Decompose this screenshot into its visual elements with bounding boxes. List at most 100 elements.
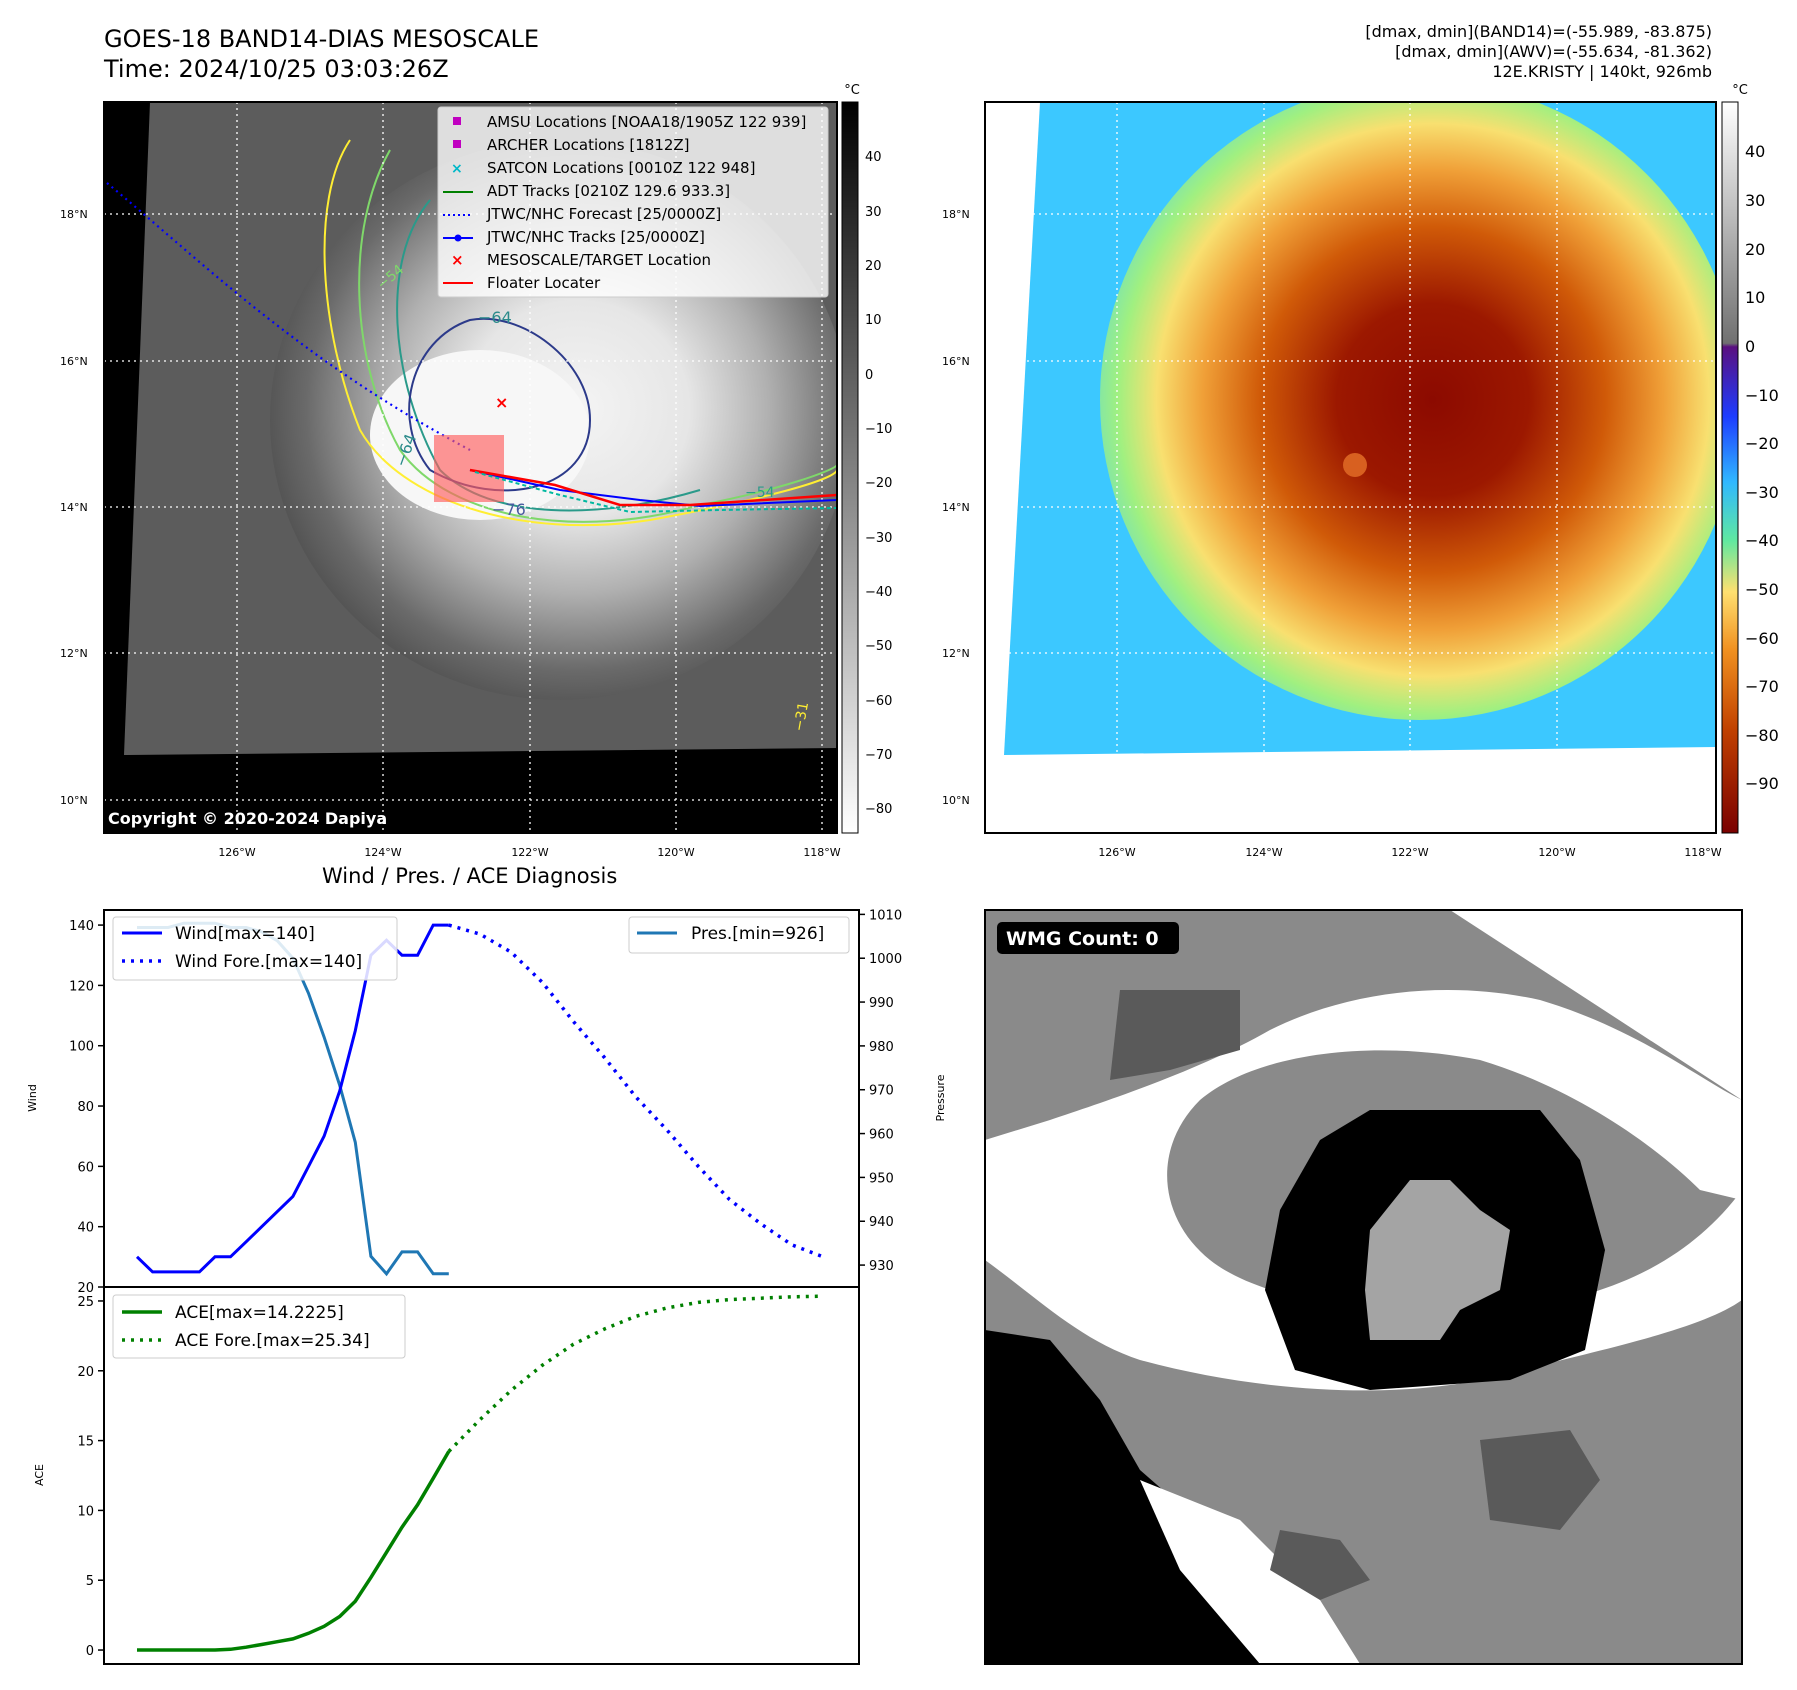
cbar-tick: −70	[1745, 677, 1779, 696]
axis-tick-label: 1010	[869, 908, 902, 923]
wmg-panel: WMG Count: 0	[984, 909, 1743, 1665]
lat-label: 12°N	[942, 647, 970, 660]
cbar-tick: −10	[865, 422, 892, 437]
cbar-tick: −20	[1745, 434, 1779, 453]
wind-legend-box	[112, 916, 398, 981]
lon-label: 120°W	[1538, 846, 1575, 859]
pressure-ticks: 930 940 950 960 970 980 990 1000 1010	[859, 908, 902, 1274]
awv-colorbar-unit: °C	[1732, 83, 1748, 98]
lon-label: 126°W	[1098, 846, 1135, 859]
cbar-tick: 20	[1745, 240, 1765, 259]
cbar-tick: −30	[865, 531, 892, 546]
awv-lat-labels: 18°N 16°N 14°N 12°N 10°N	[942, 208, 970, 807]
lon-label: 122°W	[1391, 846, 1428, 859]
lat-label: 10°N	[942, 794, 970, 807]
cbar-tick: 30	[865, 205, 882, 220]
legend-floater-label: Floater Locater	[487, 274, 601, 292]
legend-wind-fore-label: Wind Fore.[max=140]	[175, 952, 362, 972]
awv-lon-labels: 126°W 124°W 122°W 120°W 118°W	[1098, 846, 1721, 859]
axis-tick-label: 40	[77, 1221, 94, 1236]
awv-panel: 18°N 16°N 14°N 12°N 10°N 126°W 124°W 122…	[942, 83, 1779, 859]
wmg-dark-patch	[1270, 1530, 1370, 1600]
ir-legend-box	[437, 106, 829, 298]
ir-contour-green	[358, 149, 837, 523]
figure-title: GOES-18 BAND14-DIAS MESOSCALE Time: 2024…	[104, 24, 539, 84]
legend-tracks-dot	[454, 234, 462, 242]
ir-contour-label: −31	[791, 701, 812, 733]
axis-tick-label: 120	[69, 979, 94, 994]
ir-mesoscale-target-marker: ×	[495, 393, 508, 412]
axis-tick-label: 15	[77, 1435, 94, 1450]
lat-label: 12°N	[60, 647, 88, 660]
wind-ticks: 20 40 60 80 100 120 140	[69, 919, 104, 1296]
ir-contour-label: −64	[478, 308, 512, 327]
legend-target-marker: ×	[451, 251, 464, 269]
wmg-eye	[1365, 1180, 1510, 1340]
ir-lon-labels: 126°W 124°W 122°W 120°W 118°W	[218, 846, 840, 859]
axis-tick-label: 0	[86, 1644, 94, 1659]
cbar-tick: 40	[865, 150, 882, 165]
cbar-tick: 10	[1745, 288, 1765, 307]
cbar-tick: 10	[865, 313, 882, 328]
awv-storm	[1100, 102, 1716, 720]
cbar-tick: −60	[865, 694, 892, 709]
lat-label: 14°N	[60, 501, 88, 514]
cbar-tick: 0	[865, 368, 873, 383]
cbar-tick: −40	[865, 585, 892, 600]
ir-colorbar	[841, 101, 859, 834]
ir-frame	[103, 101, 838, 834]
ir-contour-label: −76	[492, 500, 526, 519]
awv-colorbar	[1721, 101, 1739, 834]
pressure-legend-box	[628, 916, 850, 954]
axis-tick-label: 930	[869, 1259, 894, 1274]
copyright-label: Copyright © 2020-2024 Dapiya	[108, 809, 387, 828]
legend-forecast-label: JTWC/NHC Forecast [25/0000Z]	[486, 205, 721, 223]
stats-block: [dmax, dmin](BAND14)=(-55.989, -83.875) …	[1365, 22, 1712, 82]
axis-tick-label: 10	[77, 1504, 94, 1519]
stats-awv: [dmax, dmin](AWV)=(-55.634, -81.362)	[1395, 42, 1712, 61]
legend-ace-label: ACE[max=14.2225]	[175, 1303, 344, 1323]
legend-satcon-marker: ×	[451, 161, 463, 177]
awv-frame	[984, 101, 1717, 834]
legend-pres-label: Pres.[min=926]	[691, 924, 824, 944]
cbar-tick: −30	[1745, 483, 1779, 502]
wmg-white-ring	[985, 910, 1742, 1391]
axis-tick-label: 60	[77, 1160, 94, 1175]
ir-forecast-track	[106, 182, 471, 451]
axis-tick-label: 990	[869, 996, 894, 1011]
legend-adt-label: ADT Tracks [0210Z 129.6 933.3]	[487, 182, 730, 200]
cbar-tick: −80	[865, 802, 892, 817]
ir-colorbar-unit: °C	[844, 83, 860, 98]
awv-grid	[985, 102, 1716, 760]
legend-tracks-label: JTWC/NHC Tracks [25/0000Z]	[486, 228, 705, 246]
wmg-frame	[984, 909, 1743, 1665]
title-satellite: GOES-18 BAND14-DIAS MESOSCALE	[104, 25, 540, 53]
legend-wind-label: Wind[max=140]	[175, 924, 315, 944]
lat-label: 16°N	[60, 355, 88, 368]
wmg-badge-bg	[997, 922, 1179, 954]
ace-ticks: 0 5 10 15 20 25	[77, 1295, 104, 1659]
wind-legend: Wind[max=140] Wind Fore.[max=140]	[112, 916, 398, 981]
ir-contour-label: −54	[745, 485, 775, 501]
ir-jtwc-track	[469, 469, 837, 508]
wmg-dark-patch	[1480, 1430, 1600, 1530]
cbar-tick: −80	[1745, 726, 1779, 745]
axis-tick-label: 970	[869, 1084, 894, 1099]
ir-lat-labels: 18°N 16°N 14°N 12°N 10°N	[60, 208, 88, 807]
cbar-tick: −50	[1745, 580, 1779, 599]
axis-tick-label: 20	[77, 1281, 94, 1296]
legend-amsu-marker	[453, 117, 461, 125]
awv-colorbar-ticks: 40 30 20 10 0 −10 −20 −30 −40 −50 −60 −7…	[1745, 142, 1779, 793]
diagnosis-title: Wind / Pres. / ACE Diagnosis	[322, 864, 618, 888]
lon-label: 124°W	[364, 846, 401, 859]
cbar-tick: −60	[1745, 629, 1779, 648]
axis-tick-label: 140	[69, 919, 94, 934]
lon-label: 122°W	[511, 846, 548, 859]
ace-line	[137, 1450, 451, 1652]
axis-tick-label: 1000	[869, 952, 902, 967]
lon-label: 118°W	[1684, 846, 1721, 859]
wind-ylabel: Wind	[26, 1084, 39, 1112]
cbar-tick: −40	[1745, 531, 1779, 550]
lon-label: 118°W	[803, 846, 840, 859]
axis-tick-label: 100	[69, 1040, 94, 1055]
